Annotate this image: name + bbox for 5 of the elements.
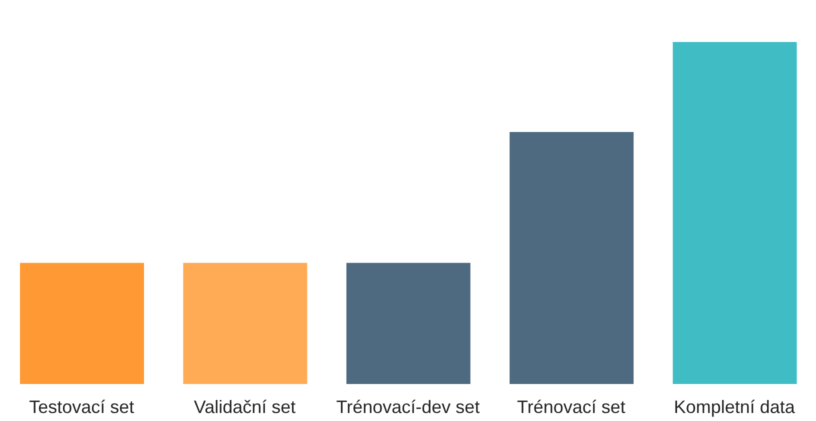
x-tick-label: Kompletní data xyxy=(674,396,796,417)
x-tick-label: Validační set xyxy=(194,396,296,417)
x-tick-label: Testovací set xyxy=(29,396,134,417)
x-tick-label: Trénovací-dev set xyxy=(336,396,480,417)
x-tick-label: Trénovací set xyxy=(517,396,626,417)
